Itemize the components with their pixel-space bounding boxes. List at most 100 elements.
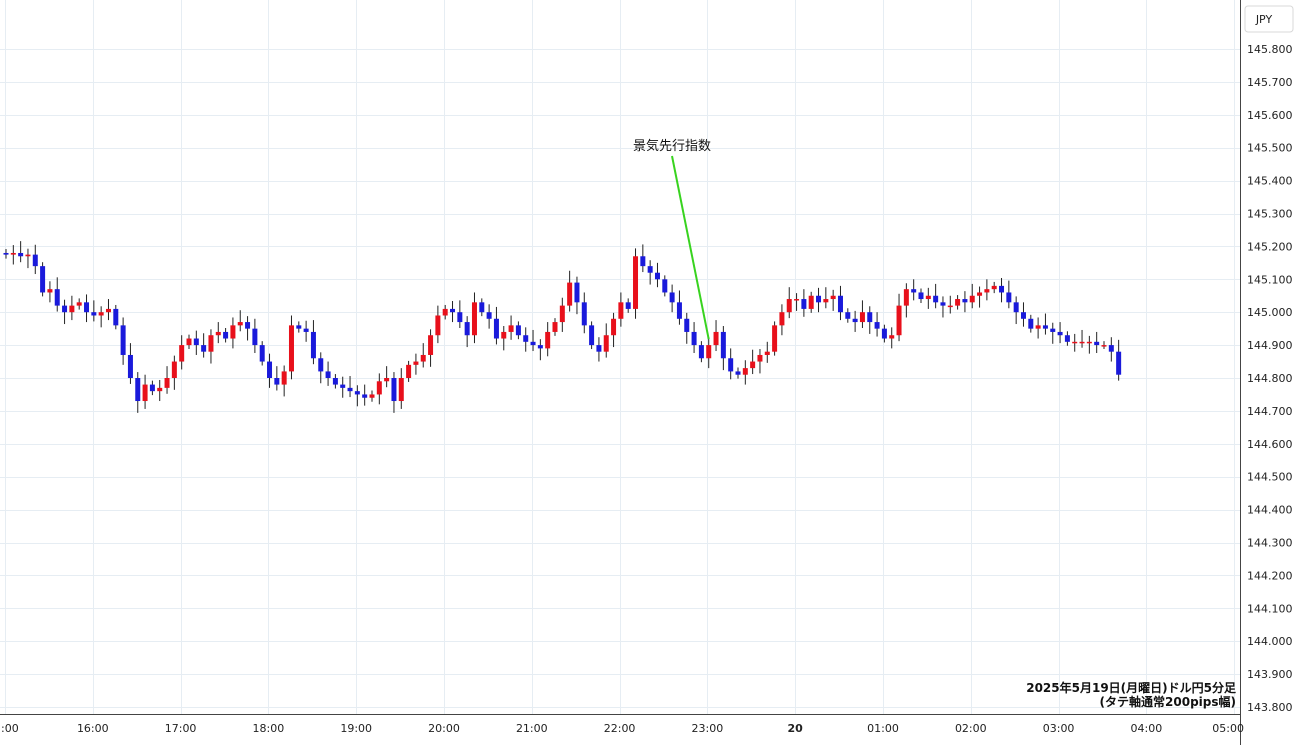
candle-body bbox=[977, 292, 983, 296]
annotation-label: 景気先行指数 bbox=[633, 138, 711, 154]
y-tick-label: 143.900 bbox=[1247, 668, 1293, 681]
candle-body bbox=[1057, 331, 1063, 336]
candle-body bbox=[669, 292, 675, 303]
caption-line-2: (タテ軸通常200pips幅) bbox=[1100, 694, 1236, 709]
candle-body bbox=[903, 289, 909, 306]
candle-body bbox=[1116, 351, 1122, 375]
candle-body bbox=[310, 331, 316, 359]
candle-body bbox=[18, 252, 24, 257]
y-tick-label: 144.100 bbox=[1247, 602, 1293, 615]
x-tick-label: 22:00 bbox=[604, 722, 636, 735]
candle-body bbox=[332, 378, 338, 385]
candle-body bbox=[501, 331, 507, 339]
candle-body bbox=[215, 331, 221, 336]
candles bbox=[3, 241, 1122, 413]
candle-body bbox=[1072, 341, 1078, 344]
candle-body bbox=[135, 378, 141, 402]
candle-body bbox=[567, 282, 573, 306]
candle-body bbox=[779, 312, 785, 326]
candle-body bbox=[845, 312, 851, 319]
x-tick-label: 03:00 bbox=[1043, 722, 1075, 735]
candle-body bbox=[340, 384, 346, 388]
candle-body bbox=[962, 299, 968, 303]
candle-body bbox=[713, 331, 719, 346]
candle-body bbox=[54, 289, 60, 306]
candle-body bbox=[281, 371, 287, 385]
candle-body bbox=[69, 305, 75, 313]
candle-body bbox=[127, 354, 133, 378]
candle-body bbox=[728, 358, 734, 372]
candle-body bbox=[98, 312, 104, 316]
candle-body bbox=[515, 325, 521, 336]
candle-body bbox=[625, 302, 631, 309]
candle-body bbox=[596, 345, 602, 352]
candle-body bbox=[881, 328, 887, 339]
candle-body bbox=[801, 299, 807, 309]
candle-body bbox=[984, 289, 990, 293]
y-tick-label: 144.500 bbox=[1247, 471, 1293, 484]
candle-body bbox=[237, 322, 243, 326]
y-tick-label: 145.600 bbox=[1247, 109, 1293, 122]
x-tick-label: 01:00 bbox=[867, 722, 899, 735]
caption-line-1: 2025年5月19日(月曜日)ドル円5分足 bbox=[1026, 680, 1236, 695]
candle-body bbox=[457, 312, 463, 323]
candle-body bbox=[398, 378, 404, 402]
candle-body bbox=[1064, 335, 1070, 342]
candle-body bbox=[1006, 292, 1012, 303]
candle-body bbox=[259, 345, 265, 362]
candle-body bbox=[969, 295, 975, 303]
candle-body bbox=[911, 289, 917, 293]
candle-body bbox=[1086, 341, 1092, 344]
candle-body bbox=[837, 295, 843, 313]
candle-body bbox=[406, 364, 412, 378]
candle-body bbox=[589, 325, 595, 346]
candle-body bbox=[786, 299, 792, 313]
candle-body bbox=[640, 256, 646, 267]
candle-body bbox=[164, 378, 170, 388]
candle-body bbox=[823, 299, 829, 303]
candle-body bbox=[442, 308, 448, 316]
candle-body bbox=[245, 322, 251, 329]
candle-body bbox=[552, 322, 558, 332]
candle-body bbox=[47, 289, 53, 293]
candle-body bbox=[764, 351, 770, 355]
candle-body bbox=[1050, 328, 1056, 332]
candle-body bbox=[120, 325, 126, 355]
candle-body bbox=[347, 387, 353, 392]
vertical-gridlines bbox=[5, 0, 1235, 714]
y-tick-label: 144.600 bbox=[1247, 438, 1293, 451]
candle-body bbox=[647, 266, 653, 273]
candle-body bbox=[537, 345, 543, 349]
candle-body bbox=[691, 331, 697, 346]
y-tick-label: 144.300 bbox=[1247, 537, 1293, 550]
candle-body bbox=[288, 325, 294, 372]
candle-body bbox=[91, 312, 97, 316]
candle-body bbox=[1013, 302, 1019, 313]
candle-body bbox=[581, 302, 587, 326]
candle-body bbox=[450, 308, 456, 313]
candle-body bbox=[757, 354, 763, 362]
y-tick-label: 145.200 bbox=[1247, 240, 1293, 253]
candle-body bbox=[1094, 341, 1100, 346]
x-tick-label: 21:00 bbox=[516, 722, 548, 735]
candle-body bbox=[918, 292, 924, 300]
candle-body bbox=[940, 302, 946, 306]
candle-body bbox=[808, 295, 814, 309]
candle-body bbox=[1035, 325, 1041, 329]
candle-body bbox=[435, 315, 441, 336]
candle-body bbox=[735, 371, 741, 375]
candle-body bbox=[369, 394, 375, 398]
candle-body bbox=[508, 325, 514, 332]
candle-body bbox=[676, 302, 682, 319]
candle-body bbox=[574, 282, 580, 303]
candle-body bbox=[354, 391, 360, 395]
x-tick-label: 02:00 bbox=[955, 722, 987, 735]
candle-body bbox=[523, 335, 529, 342]
candle-body bbox=[1028, 318, 1034, 329]
y-tick-label: 144.800 bbox=[1247, 372, 1293, 385]
horizontal-gridlines bbox=[0, 49, 1240, 708]
candle-body bbox=[296, 325, 302, 329]
candle-body bbox=[545, 331, 551, 349]
candle-body bbox=[384, 378, 390, 382]
